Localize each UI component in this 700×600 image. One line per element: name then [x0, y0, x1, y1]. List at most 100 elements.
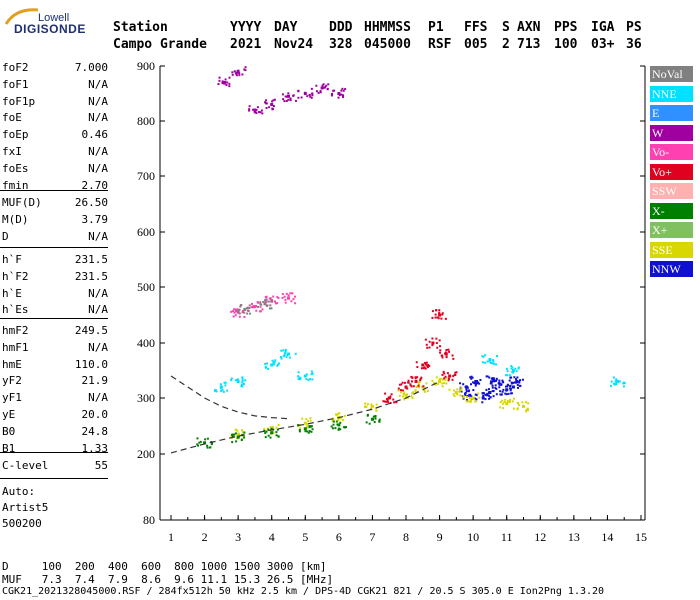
- data-point-noval: [263, 302, 267, 306]
- data-point-nnw: [510, 376, 513, 379]
- data-point-w: [223, 81, 227, 84]
- data-point-sse: [343, 414, 346, 417]
- data-point-nnw: [482, 397, 485, 400]
- data-point-sse: [398, 394, 401, 397]
- param-value: 231.5: [74, 253, 108, 266]
- data-point-vo: [452, 375, 455, 378]
- data-point-noval: [246, 312, 249, 315]
- data-point-vo: [273, 300, 276, 303]
- data-point-vo: [285, 292, 288, 295]
- param-name: D: [2, 229, 9, 243]
- data-point-nne: [284, 348, 287, 351]
- data-point-w: [224, 78, 227, 81]
- data-point-vo: [401, 381, 404, 384]
- data-point-nnw: [465, 390, 468, 393]
- data-point-sse: [403, 398, 406, 401]
- data-point-nnw: [491, 386, 494, 389]
- data-point-noval: [270, 307, 273, 310]
- data-point-nne: [244, 379, 247, 382]
- data-point-w: [265, 106, 268, 109]
- data-point-nne: [488, 358, 492, 361]
- data-point-noval: [239, 305, 242, 308]
- data-point-w: [317, 91, 320, 94]
- param-name: B0: [2, 424, 16, 438]
- data-point-nnw: [500, 393, 503, 396]
- data-point-nne: [267, 367, 270, 370]
- data-point-sse: [337, 412, 340, 415]
- data-point-nne: [618, 380, 621, 383]
- data-point-vo: [441, 356, 444, 359]
- param-value: 0.46: [81, 128, 109, 142]
- data-point-sse: [465, 400, 468, 403]
- data-point-nnw: [486, 392, 489, 395]
- data-point-vo: [234, 314, 237, 317]
- header-value-9: 100: [554, 37, 578, 52]
- data-point-w: [248, 108, 251, 111]
- data-point-sse: [309, 419, 312, 422]
- data-point-vo: [414, 376, 417, 379]
- data-point-nne: [612, 376, 615, 379]
- param-row-d: D N/A: [2, 230, 108, 244]
- data-point-vo: [269, 297, 272, 300]
- data-point-nnw: [513, 376, 516, 379]
- data-point-nne: [264, 365, 267, 368]
- header-label-7: S: [502, 20, 510, 35]
- data-point-vo: [276, 296, 279, 299]
- data-point-nne: [490, 361, 493, 364]
- data-point-vo: [264, 300, 267, 303]
- data-point-w: [311, 94, 314, 97]
- param-value: N/A: [88, 77, 108, 91]
- data-point-w: [310, 96, 313, 99]
- data-point-x: [331, 427, 334, 430]
- data-point-vo: [414, 377, 417, 380]
- data-point-sse: [438, 380, 442, 383]
- data-point-nnw: [470, 383, 473, 386]
- param-row-fof1: foF1 N/A: [2, 78, 108, 92]
- data-point-nne: [613, 383, 616, 386]
- param-separator: [0, 478, 108, 479]
- data-point-vo: [293, 295, 296, 298]
- data-point-vo: [253, 305, 257, 309]
- data-point-nnw: [495, 387, 498, 390]
- data-point-sse: [370, 403, 373, 406]
- legend-item-vo: Vo+: [650, 163, 693, 180]
- data-point-vo: [411, 380, 414, 383]
- data-point-w: [238, 72, 241, 75]
- data-point-sse: [404, 393, 408, 397]
- data-point-nnw: [511, 385, 515, 389]
- data-point-sse: [275, 426, 278, 429]
- data-point-nnw: [488, 388, 491, 391]
- data-point-sse: [516, 407, 519, 410]
- data-point-noval: [246, 307, 249, 310]
- data-point-nne: [224, 381, 227, 384]
- header-label-8: AXN: [517, 20, 541, 35]
- data-point-nne: [287, 352, 290, 356]
- data-point-x: [234, 432, 237, 435]
- footer-distance-row: D 100 200 400 600 800 1000 1500 3000 [km…: [2, 560, 327, 573]
- data-point-x: [339, 428, 342, 431]
- data-point-nnw: [509, 387, 512, 390]
- param-value: N/A: [88, 286, 108, 300]
- data-point-w: [326, 88, 329, 91]
- param-separator: [0, 190, 108, 191]
- data-point-nnw: [516, 376, 519, 379]
- param-name: C-level: [2, 459, 49, 472]
- param-row-fmin: fmin 2.70: [2, 179, 108, 193]
- data-point-x: [332, 420, 335, 423]
- data-point-x: [306, 430, 309, 433]
- data-point-w: [319, 91, 322, 94]
- data-point-nnw: [495, 377, 498, 380]
- data-point-nne: [270, 363, 274, 367]
- data-point-w: [287, 98, 290, 101]
- data-point-w: [235, 72, 238, 75]
- data-point-nnw: [515, 378, 518, 381]
- data-point-vo: [444, 352, 447, 355]
- data-point-x: [334, 427, 337, 430]
- x-tick-label: 10: [467, 530, 479, 544]
- data-point-w: [286, 95, 289, 98]
- data-point-nne: [219, 383, 222, 386]
- data-point-nnw: [474, 393, 477, 396]
- data-point-nne: [282, 349, 285, 352]
- data-point-nnw: [459, 382, 462, 385]
- data-point-nne: [511, 369, 515, 372]
